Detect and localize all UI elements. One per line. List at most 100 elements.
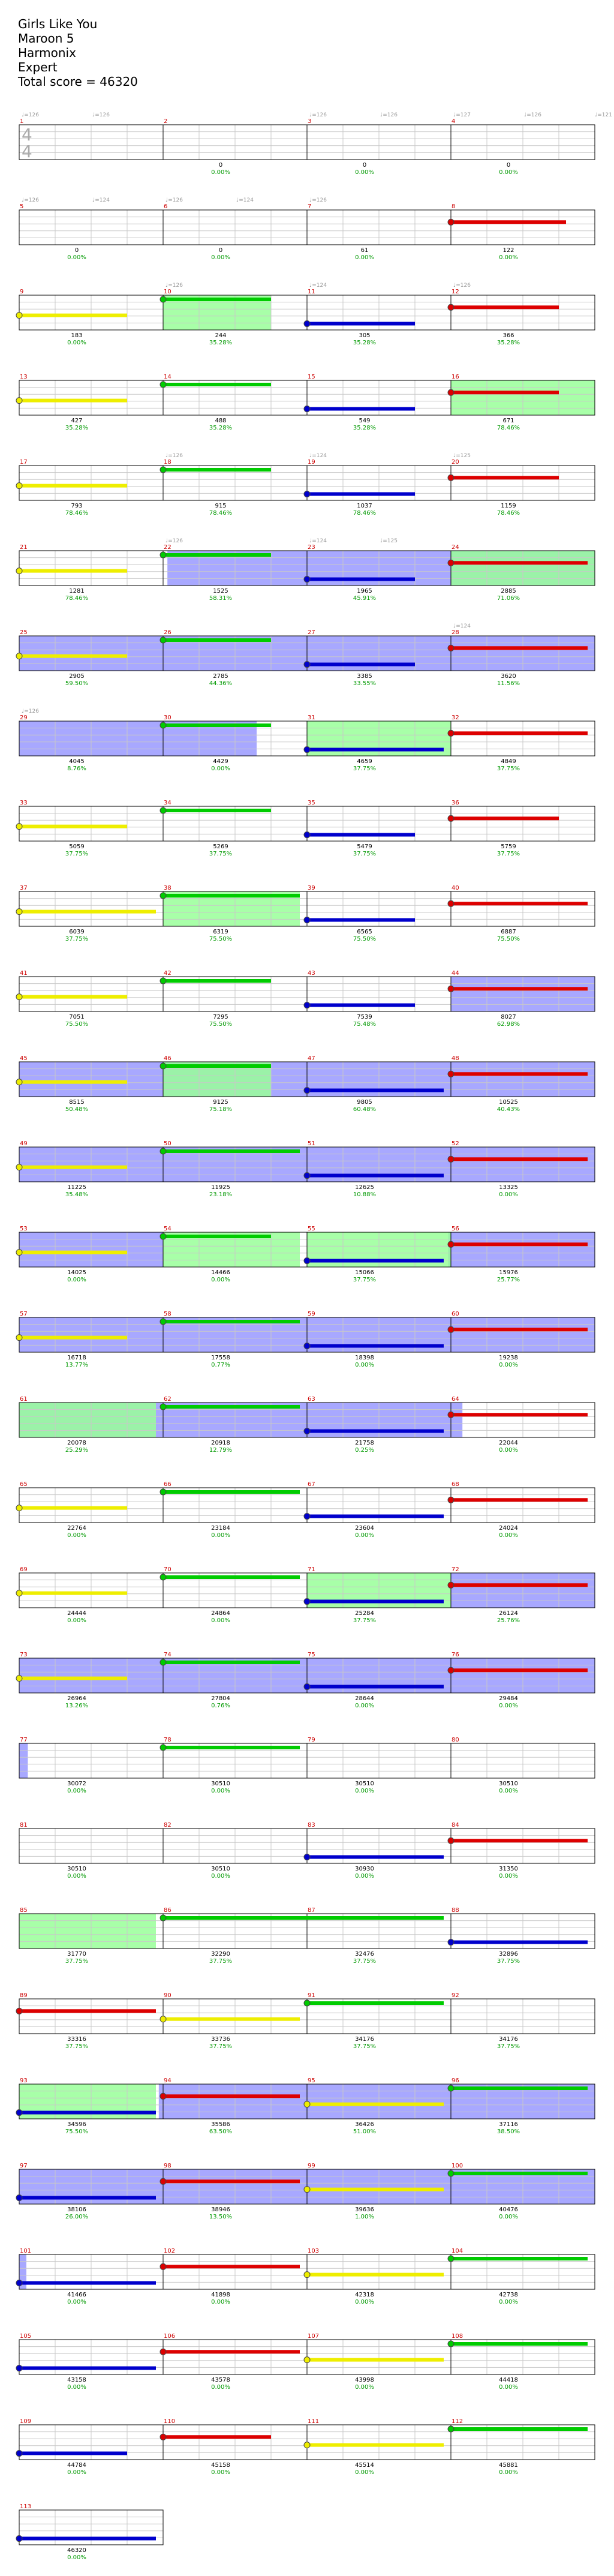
tempo-marker: ♩=126 — [165, 538, 183, 544]
measure-number: 102 — [164, 2248, 175, 2254]
measure-percent: 37.75% — [353, 1958, 376, 1965]
measure-number: 52 — [452, 1140, 459, 1147]
note-gem-green — [159, 1062, 167, 1070]
measure-percent: 0.00% — [499, 2214, 518, 2220]
measure-score: 915 — [215, 503, 226, 509]
measure-percent: 0.00% — [211, 1617, 230, 1624]
measure-number: 39 — [308, 885, 315, 891]
measure-number: 51 — [308, 1140, 315, 1147]
note-gem-blue — [16, 2450, 23, 2457]
measure-score: 5059 — [69, 843, 84, 850]
measure-percent: 59.50% — [65, 680, 88, 687]
measure-number: 108 — [452, 2333, 463, 2340]
measure-score: 18398 — [355, 1355, 374, 1361]
measure-percent: 13.50% — [209, 2214, 232, 2220]
measure-score: 43158 — [67, 2377, 86, 2383]
tempo-marker: ♩=125 — [453, 453, 471, 459]
measure-number: 77 — [20, 1737, 28, 1743]
measure-percent: 0.00% — [499, 2299, 518, 2305]
measure-percent: 0.00% — [211, 2469, 230, 2476]
measure-score: 488 — [215, 418, 226, 424]
note-gem-yellow — [303, 2356, 311, 2364]
note-gem-green — [447, 2255, 455, 2262]
measure-score: 33736 — [211, 2036, 230, 2043]
tempo-marker: ♩=124 — [309, 283, 327, 289]
measure-percent: 0.00% — [499, 1703, 518, 1709]
measure-percent: 0.00% — [211, 765, 230, 772]
tempo-marker: ♩=125 — [380, 538, 398, 544]
total-score: Total score = 46320 — [18, 74, 138, 89]
measure-percent: 0.00% — [67, 2469, 86, 2476]
measure-number: 95 — [308, 2077, 315, 2084]
note-gem-green — [159, 1488, 167, 1496]
song-charter: Harmonix — [18, 46, 76, 60]
measure-score: 41898 — [211, 2292, 230, 2298]
note-gem-blue — [303, 1002, 311, 1009]
measure-percent: 0.00% — [499, 1447, 518, 1454]
measure-percent: 35.28% — [209, 340, 232, 346]
measure-percent: 0.00% — [355, 1788, 374, 1794]
tempo-marker: ♩=126 — [309, 112, 327, 118]
measure-score: 0 — [363, 162, 366, 169]
measure-score: 31350 — [499, 1866, 518, 1872]
measure-staff — [450, 1232, 595, 1268]
note-gem-green — [159, 1659, 167, 1666]
measure-staff — [450, 2339, 595, 2375]
measure-score: 29484 — [499, 1695, 518, 1702]
measure-score: 16718 — [67, 1355, 86, 1361]
note-gem-blue — [303, 491, 311, 498]
measure-percent: 0.00% — [355, 2299, 374, 2305]
note-gem-red — [447, 474, 455, 481]
tempo-marker: ♩=126 — [92, 112, 110, 118]
measure-percent: 37.75% — [353, 1277, 376, 1283]
note-gem-yellow — [303, 2186, 311, 2193]
measure-percent: 37.75% — [497, 2043, 520, 2050]
measure-number: 76 — [452, 1652, 459, 1658]
measure-number: 18 — [164, 459, 171, 466]
measure-percent: 58.31% — [209, 595, 232, 602]
measure-number: 62 — [164, 1396, 171, 1403]
note-gem-yellow — [16, 1164, 23, 1171]
measure-score: 14466 — [211, 1269, 230, 1276]
measure-percent: 0.00% — [355, 1362, 374, 1368]
measure-score: 7295 — [213, 1014, 228, 1020]
measure-number: 84 — [452, 1822, 459, 1829]
measure-number: 12 — [452, 289, 459, 295]
measure-score: 14025 — [67, 1269, 86, 1276]
measure-score: 44784 — [67, 2462, 86, 2469]
note-gem-green — [159, 637, 167, 644]
measure-score: 1281 — [69, 588, 84, 595]
note-gem-red — [447, 644, 455, 651]
measure-score: 3385 — [357, 673, 372, 680]
note-gem-blue — [303, 576, 311, 583]
song-info-header: Girls Like You Maroon 5 Harmonix Expert … — [18, 17, 138, 89]
note-gem-blue — [303, 406, 311, 413]
measure-score: 32896 — [499, 1951, 518, 1957]
measure-number: 33 — [20, 800, 28, 806]
measure-score: 549 — [359, 418, 370, 424]
measure-score: 30930 — [355, 1866, 374, 1872]
measure-score: 25284 — [355, 1610, 374, 1617]
note-gem-blue — [303, 831, 311, 839]
note-gem-red — [159, 2178, 167, 2185]
measure-number: 53 — [20, 1226, 28, 1232]
measure-percent: 0.00% — [211, 2384, 230, 2391]
measure-score: 1159 — [501, 503, 516, 509]
note-gem-yellow — [16, 312, 23, 319]
measure-score: 35586 — [211, 2121, 230, 2128]
measure-percent: 0.00% — [67, 254, 86, 261]
measure-number: 85 — [20, 1907, 28, 1914]
measure-score: 9805 — [357, 1099, 372, 1106]
measure-staff — [19, 2509, 164, 2545]
measure-score: 7051 — [69, 1014, 84, 1020]
measure-number: 10 — [164, 289, 171, 295]
note-gem-blue — [16, 2535, 23, 2542]
measure-percent: 23.18% — [209, 1191, 232, 1198]
measure-score: 427 — [71, 418, 82, 424]
measure-staff — [450, 2424, 595, 2460]
measure-score: 11225 — [67, 1184, 86, 1191]
measure-score: 26964 — [67, 1695, 86, 1702]
measure-number: 32 — [452, 714, 459, 721]
measure-score: 45158 — [211, 2462, 230, 2469]
measure-number: 112 — [452, 2418, 463, 2425]
